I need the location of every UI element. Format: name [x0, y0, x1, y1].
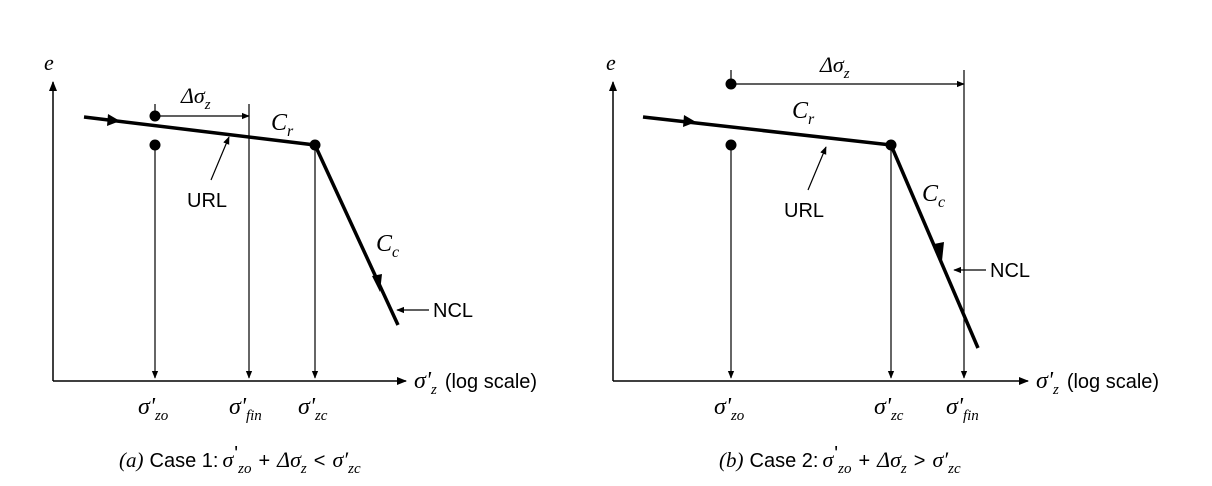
panel-a-cc-label: Cc — [376, 231, 399, 261]
panel-b-tick-zo: σ'zo — [714, 394, 745, 424]
panel-a-tick-zc: σ'zc — [298, 394, 328, 424]
panel-a-url-label: URL — [187, 190, 227, 212]
panel-b: e σ'z (log scale) Δσz Cr Cc — [606, 50, 1159, 477]
panel-b-break-point — [885, 139, 897, 151]
panel-a-url-pointer — [210, 136, 230, 181]
panel-b-start-point-lower — [725, 139, 737, 151]
panel-a-y-axis-label: e — [44, 50, 54, 75]
panel-b-cr-label: Cr — [792, 98, 815, 128]
panel-b-tick-zc: σ'zc — [874, 394, 904, 424]
panel-a-start-point-lower — [149, 139, 161, 151]
panel-a-tick-fin: σ'fin — [229, 394, 262, 424]
panel-b-ncl-label: NCL — [990, 260, 1030, 282]
panel-a-caption: (a) Case 1: σ'zo + Δσz < σ′zc — [119, 443, 361, 477]
panel-a: e σ'z (log scale) Δσz Cr Cc — [44, 50, 537, 477]
panel-a-break-point — [309, 139, 321, 151]
panel-b-cc-label: Cc — [922, 181, 945, 211]
panel-a-ncl-label: NCL — [433, 300, 473, 322]
panel-a-cr-label: Cr — [271, 110, 294, 140]
panel-b-ncl-line — [889, 144, 980, 349]
panel-a-ncl-direction-arrow — [372, 274, 382, 292]
panel-a-url-line — [83, 115, 316, 147]
panel-b-tick-fin: σ'fin — [946, 394, 979, 424]
panel-b-url-line — [642, 115, 892, 147]
panel-a-tick-zo: σ'zo — [138, 394, 169, 424]
panel-b-caption: (b) Case 2: σ'zo + Δσz > σ′zc — [719, 443, 961, 477]
panel-b-url-pointer — [807, 146, 827, 191]
panel-b-y-axis-label: e — [606, 50, 616, 75]
panel-b-url-direction-arrow — [683, 115, 696, 127]
panel-b-ncl-direction-arrow — [934, 242, 944, 261]
panel-a-x-axis-label: σ'z (log scale) — [414, 368, 537, 398]
panel-a-start-point-upper — [149, 110, 161, 122]
panel-b-start-point-upper — [725, 78, 737, 90]
panel-b-delta-label: Δσz — [819, 52, 850, 82]
panel-a-url-direction-arrow — [107, 114, 120, 126]
panel-a-ncl-line — [313, 144, 400, 326]
panel-b-x-axis-label: σ'z (log scale) — [1036, 368, 1159, 398]
panel-a-delta-label: Δσz — [180, 83, 211, 113]
panel-b-url-label: URL — [784, 200, 824, 222]
